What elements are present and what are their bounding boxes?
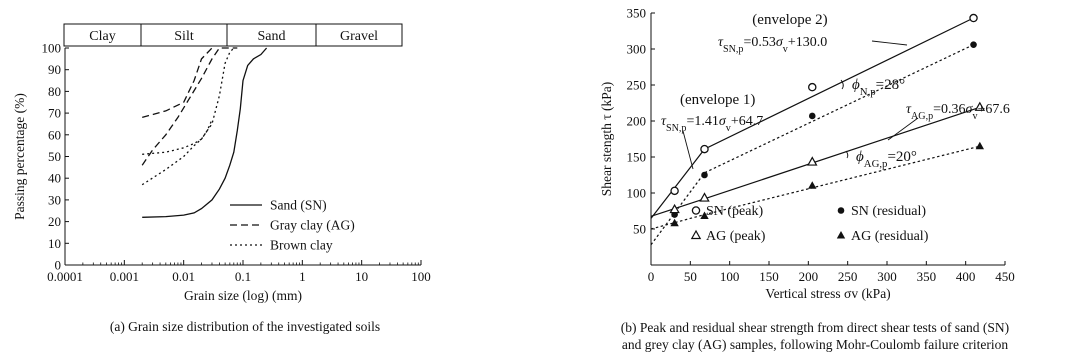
annotation-envelope-2-leader — [871, 40, 908, 46]
chart-a-series-brown-clay-upper — [142, 119, 213, 155]
chart-b-point-sn-residual — [701, 171, 708, 179]
chart-b-point-ag-residual — [975, 141, 985, 150]
chart-b-x-tick-label: 450 — [995, 269, 1015, 284]
chart-b-x-tick-label: 200 — [799, 269, 819, 284]
chart-a-x-tick-label: 1 — [299, 269, 306, 284]
chart-a-y-tick-label: 20 — [48, 214, 61, 229]
chart-a-y-tick-label: 60 — [48, 127, 61, 142]
caption-b-line-1: (b) Peak and residual shear strength fro… — [620, 320, 1010, 335]
chart-a-y-axis-title: Passing percentage (%) — [12, 93, 27, 220]
chart-b-x-tick-label: 100 — [720, 269, 740, 284]
chart-a-y-tick-label: 50 — [48, 149, 61, 164]
chart-b-point-ag-peak — [699, 192, 710, 202]
chart-b-x-tick-label: 150 — [759, 269, 779, 284]
chart-b-legend-label-sn-peak: SN (peak) — [706, 204, 763, 219]
annotation-envelope-2: (envelope 2) — [752, 12, 827, 28]
chart-a-legend-label-brown-clay: Brown clay — [270, 238, 333, 253]
chart-a-x-tick-label: 0.1 — [235, 269, 251, 284]
chart-a-series-gray-clay-ag — [141, 47, 238, 166]
chart-b-y-tick-label: 100 — [627, 186, 647, 201]
chart-b-y-tick-label: 50 — [633, 222, 646, 237]
chart-a-y-tick-label: 90 — [48, 62, 61, 77]
chart-a-y-tick-label: 30 — [48, 192, 61, 207]
chart-b-point-sn-residual — [970, 41, 977, 48]
chart-a-x-tick-label: 100 — [411, 269, 431, 284]
chart-a-x-tick-label: 0.001 — [110, 269, 139, 284]
chart-b-legend-marker-sn-peak — [691, 206, 701, 215]
chart-b-point-sn-peak — [670, 186, 679, 196]
chart-b-point-ag-peak — [807, 156, 818, 166]
chart-b-point-sn-residual — [808, 112, 816, 120]
soil-class-label-sand: Sand — [258, 29, 286, 44]
annotation-envelope-2-equation: τSN,p=0.53σv+130.0 — [718, 35, 827, 55]
chart-a-y-tick-label: 0 — [55, 258, 62, 273]
chart-b-y-tick-label: 250 — [627, 78, 647, 93]
chart-b-x-tick-label: 50 — [684, 269, 697, 284]
chart-a-legend-label-sand-sn: Sand (SN) — [270, 198, 327, 213]
chart-a-y-tick-label: 10 — [48, 236, 61, 251]
caption-b: (b) Peak and residual shear strength fro… — [560, 319, 1070, 353]
chart-b-point-ag-residual — [670, 218, 679, 227]
chart-b-legend-marker-sn-residual — [837, 207, 845, 214]
annotation-phi-n: ϕN,p=28° — [852, 77, 905, 98]
chart-a-x-tick-label: 0.01 — [172, 269, 195, 284]
chart-b-legend-marker-ag-residual — [836, 231, 846, 239]
annotation-ag-equation: τAG,p=0.36σv+67.6 — [906, 102, 1010, 122]
chart-a-x-axis-title: Grain size (log) (mm) — [184, 288, 302, 303]
soil-class-label-gravel: Gravel — [340, 29, 378, 44]
annotation-phi-ag: ϕAG,p=20° — [856, 149, 917, 170]
chart-b-point-ag-peak — [669, 203, 680, 214]
chart-b-point-ag-residual — [808, 181, 817, 189]
chart-a-series-gray-clay-ag-upper — [142, 47, 213, 119]
chart-b-legend-label-ag-peak: AG (peak) — [706, 229, 766, 244]
chart-a-x-tick-label: 10 — [355, 269, 368, 284]
chart-b-y-axis-title: Shear stength τ (kPa) — [599, 82, 614, 197]
chart-b-point-ag-residual — [700, 211, 709, 220]
caption-b-line-2: and grey clay (AG) samples, following Mo… — [621, 337, 1009, 352]
chart-a-legend-label-gray-clay-ag: Gray clay (AG) — [270, 218, 355, 233]
chart-a-y-tick-label: 100 — [42, 41, 62, 56]
soil-class-box-gravel — [315, 23, 403, 47]
chart-b-point-sn-peak — [700, 144, 709, 154]
chart-b-legend-label-sn-residual: SN (residual) — [851, 204, 926, 219]
chart-a-y-tick-label: 40 — [48, 171, 61, 186]
annotation-phi-ag-arc — [845, 150, 849, 159]
chart-b-x-tick-label: 0 — [648, 269, 655, 284]
chart-b-x-tick-label: 300 — [877, 269, 897, 284]
chart-b-point-sn-peak — [808, 82, 817, 92]
annotation-phi-n-arc — [840, 79, 844, 90]
chart-a-y-tick-label: 80 — [48, 84, 61, 99]
caption-a: (a) Grain size distribution of the inves… — [109, 319, 381, 334]
chart-b-x-axis-title: Vertical stress σv (kPa) — [765, 286, 890, 301]
chart-b-y-tick-label: 200 — [627, 114, 647, 129]
annotation-envelope-1-equation: τSN,p=1.41σv+64.7 — [661, 114, 763, 134]
chart-b-legend-marker-ag-peak — [690, 229, 702, 240]
chart-b-y-tick-label: 350 — [627, 6, 647, 21]
annotation-envelope-1: (envelope 1) — [680, 92, 755, 108]
soil-class-label-clay: Clay — [89, 29, 115, 44]
chart-a-series-brown-clay — [141, 47, 235, 186]
soil-class-label-silt: Silt — [174, 29, 194, 44]
chart-b-point-sn-peak — [969, 13, 978, 23]
chart-a-x-tick-label: 0.0001 — [47, 269, 83, 284]
chart-b-y-tick-label: 150 — [627, 150, 647, 165]
chart-a-y-tick-label: 70 — [48, 106, 61, 121]
chart-b-y-tick-label: 300 — [627, 42, 647, 57]
annotation-ag-leader — [887, 117, 919, 141]
chart-a-series-sand-sn — [142, 47, 268, 218]
chart-b-x-tick-label: 400 — [956, 269, 976, 284]
chart-b-x-tick-label: 250 — [838, 269, 858, 284]
chart-b-point-ag-peak — [974, 101, 986, 111]
chart-b-legend-label-ag-residual: AG (residual) — [851, 229, 929, 244]
annotation-envelope-1-leader — [682, 130, 694, 170]
chart-b-x-tick-label: 350 — [917, 269, 937, 284]
